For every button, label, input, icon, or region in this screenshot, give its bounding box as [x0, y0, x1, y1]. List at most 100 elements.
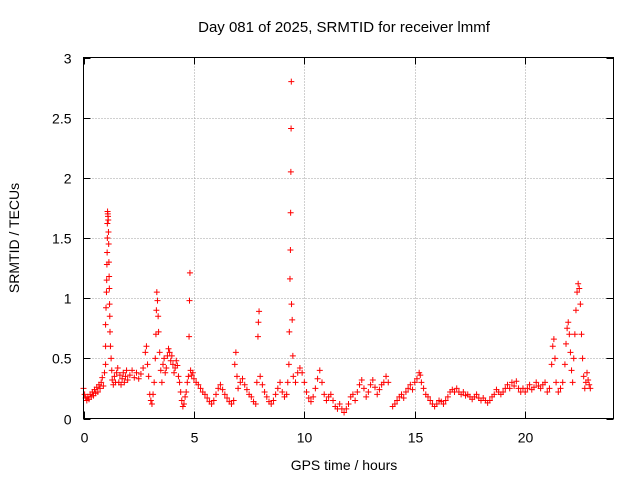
tick-labels: 0 0.5 1 1.5 2 2.5 3 0 5 10 15 20: [52, 51, 533, 446]
data-point: [111, 373, 118, 380]
data-point: [143, 343, 150, 350]
data-point: [189, 369, 196, 376]
data-point: [374, 391, 381, 398]
data-point: [135, 375, 142, 382]
data-point: [289, 316, 296, 323]
data-point: [261, 389, 268, 396]
data-point: [155, 328, 162, 335]
data-point: [508, 379, 515, 386]
data-point: [345, 401, 352, 408]
data-point: [167, 357, 174, 364]
data-point: [177, 389, 184, 396]
data-point: [232, 349, 239, 356]
data-point: [433, 401, 440, 408]
data-point: [279, 389, 286, 396]
data-point: [144, 361, 151, 368]
data-point: [460, 389, 467, 396]
data-point: [182, 393, 189, 400]
data-point: [284, 379, 291, 386]
data-point: [444, 393, 451, 400]
data-point: [274, 385, 281, 392]
data-point: [286, 275, 293, 282]
data-point: [391, 401, 398, 408]
data-point: [102, 321, 109, 328]
data-point: [398, 391, 405, 398]
data-point: [197, 385, 204, 392]
data-point: [190, 375, 197, 382]
data-point: [550, 336, 557, 343]
data-point: [574, 289, 581, 296]
data-point: [233, 373, 240, 380]
data-point: [569, 379, 576, 386]
data-point: [453, 385, 460, 392]
data-point: [407, 381, 414, 388]
data-point: [231, 361, 238, 368]
data-point: [277, 379, 284, 386]
data-point: [360, 385, 367, 392]
data-point: [133, 369, 140, 376]
data-point: [575, 280, 582, 287]
data-point: [420, 385, 427, 392]
data-point: [210, 397, 217, 404]
data-point: [98, 379, 105, 386]
data-point: [367, 381, 374, 388]
data-point: [169, 361, 176, 368]
data-point: [272, 391, 279, 398]
data-point: [549, 343, 556, 350]
data-point: [411, 379, 418, 386]
data-point: [103, 304, 110, 311]
data-point: [217, 381, 224, 388]
data-point: [142, 349, 149, 356]
data-point: [314, 375, 321, 382]
data-point: [343, 405, 350, 412]
data-point: [156, 349, 163, 356]
data-point: [563, 340, 570, 347]
y-tick-label: 3: [64, 51, 72, 67]
data-point: [548, 361, 555, 368]
data-point: [186, 269, 193, 276]
data-point: [327, 391, 334, 398]
data-point: [160, 361, 166, 368]
data-point: [131, 374, 138, 381]
data-point: [105, 228, 112, 235]
data-point: [287, 209, 294, 216]
data-point: [81, 391, 88, 398]
data-point: [201, 391, 208, 398]
data-point: [174, 362, 181, 369]
data-point: [208, 401, 215, 408]
data-point: [356, 381, 363, 388]
data-point: [186, 297, 193, 304]
data-point: [120, 369, 127, 376]
data-point: [283, 391, 290, 398]
data-point: [253, 379, 260, 386]
data-point: [239, 375, 246, 382]
data-point: [533, 379, 540, 386]
data-point: [526, 381, 533, 388]
data-point: [106, 301, 113, 308]
data-point: [400, 395, 407, 402]
data-point: [103, 289, 110, 296]
data-point: [500, 389, 507, 396]
data-point: [122, 373, 129, 380]
data-point: [180, 401, 187, 408]
data-point: [559, 379, 566, 386]
data-point: [107, 328, 113, 335]
data-point: [551, 355, 558, 362]
data-point: [152, 355, 159, 362]
data-point: [148, 401, 155, 408]
data-point: [270, 397, 277, 404]
data-point: [158, 379, 165, 386]
data-point: [235, 385, 242, 392]
data-point: [442, 397, 449, 404]
data-point: [107, 343, 114, 350]
data-point: [129, 367, 136, 374]
data-point: [176, 379, 183, 386]
data-points: [80, 78, 594, 416]
data-point: [321, 391, 328, 398]
data-point: [259, 381, 266, 388]
data-point: [219, 386, 226, 393]
data-point: [104, 249, 111, 256]
data-point: [104, 220, 111, 227]
data-point: [425, 393, 431, 400]
data-point: [116, 372, 123, 379]
